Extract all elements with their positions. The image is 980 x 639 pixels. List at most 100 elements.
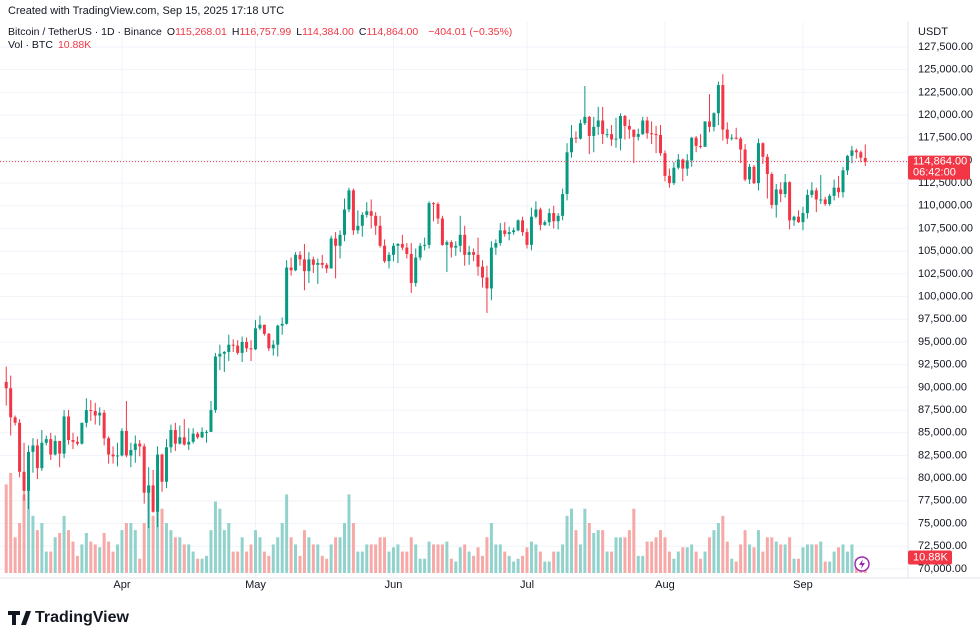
logo[interactable]: TradingView [8, 609, 130, 626]
volume-bar [89, 541, 93, 573]
volume-bar [49, 551, 53, 573]
volume-bar [748, 544, 752, 573]
volume-bar [636, 555, 640, 573]
volume-bar [610, 551, 614, 573]
candle-body [845, 155, 849, 171]
volume-bar [480, 555, 484, 573]
y-tick-label: 95,000.00 [918, 336, 967, 348]
volume-bar [463, 544, 467, 573]
legend-row: Bitcoin / TetherUS · 1D · Binance O115,26… [8, 26, 517, 38]
alert-icon[interactable] [854, 556, 870, 572]
candle-body [245, 341, 249, 349]
candle-body [351, 190, 355, 231]
volume-bar [311, 544, 315, 573]
volume-bar [623, 537, 627, 573]
volume-bar [271, 544, 275, 573]
candle-body [173, 430, 177, 444]
candle-body [458, 234, 462, 246]
candle-body [650, 133, 654, 135]
volume-bar [476, 547, 480, 573]
volume-bar [801, 547, 805, 573]
candle-body [601, 120, 605, 135]
y-tick-label: 82,500.00 [918, 449, 967, 461]
candle-body [418, 245, 422, 258]
volume-bar [187, 544, 191, 573]
candle-body [547, 213, 551, 223]
x-tick-label: Sep [793, 579, 813, 591]
candle-body [276, 325, 280, 345]
candle-body [369, 211, 373, 216]
volume-bar [721, 515, 725, 573]
volume-bar [449, 558, 453, 573]
volume-bar [685, 547, 689, 573]
candle-body [792, 216, 796, 221]
candle-body [774, 189, 778, 205]
candle-body [423, 244, 427, 246]
volume-bar [690, 544, 694, 573]
volume-title: Vol · BTC [8, 39, 53, 51]
candle-body [663, 153, 667, 176]
volume-bar [850, 544, 854, 573]
candle-body [570, 137, 574, 153]
volume-bar [391, 547, 395, 573]
y-tick-label: 112,500.00 [918, 177, 972, 189]
grid [0, 22, 908, 578]
candle-body [440, 218, 444, 245]
candle-body [476, 254, 480, 267]
volume-bar [672, 558, 676, 573]
x-tick-label: Aug [655, 579, 675, 591]
candle-body [534, 209, 538, 217]
volume-bar [498, 544, 502, 573]
volume-bar [191, 551, 195, 573]
candle-body [788, 182, 792, 221]
volume-bar [147, 487, 151, 573]
candle-body [138, 443, 142, 447]
volume-bar [734, 561, 738, 573]
symbol[interactable]: Bitcoin / TetherUS · 1D · Binance [8, 26, 162, 38]
volume-bar [227, 523, 231, 573]
candle-body [75, 441, 79, 444]
candle-body [298, 254, 302, 260]
candle-body [707, 121, 711, 127]
volume-bar [18, 523, 22, 573]
candle-body [280, 323, 284, 326]
y-tick-label: 125,000.00 [918, 64, 973, 76]
candle-body [480, 266, 484, 278]
volume-bar [752, 547, 756, 573]
candle-body [538, 209, 542, 225]
volume-bar [650, 541, 654, 573]
volume-bar [485, 537, 489, 573]
candle-body [485, 277, 489, 289]
y-tick-label: 85,000.00 [918, 427, 967, 439]
candle-body [489, 247, 493, 289]
candle-body [147, 485, 151, 493]
candle-body [329, 238, 333, 269]
candle-body [169, 430, 173, 448]
y-tick-label: 102,500.00 [918, 268, 973, 280]
candle-body [262, 324, 266, 334]
volume-bar [467, 551, 471, 573]
volume-bar [387, 551, 391, 573]
volume-bar [516, 558, 520, 573]
candle-body [837, 187, 841, 193]
candle-body [645, 120, 649, 134]
volume-bar [62, 515, 66, 573]
countdown: 06:42:00 [913, 167, 956, 179]
candle-body [98, 412, 102, 416]
candle-body [67, 416, 71, 441]
volume-bar [797, 558, 801, 573]
candle-body [552, 213, 556, 222]
candle-body [365, 211, 369, 215]
volume-bar [316, 544, 320, 573]
volume-bar [432, 544, 436, 573]
candle-body [681, 159, 685, 169]
candle-body [801, 213, 805, 223]
candle-body [102, 412, 106, 439]
candle-body [667, 175, 671, 184]
volume-bar [814, 544, 818, 573]
volume-bar [525, 547, 529, 573]
candle-body [756, 143, 760, 184]
candle-body [53, 440, 57, 455]
candle-body [156, 454, 160, 512]
volume-bar [712, 530, 716, 573]
